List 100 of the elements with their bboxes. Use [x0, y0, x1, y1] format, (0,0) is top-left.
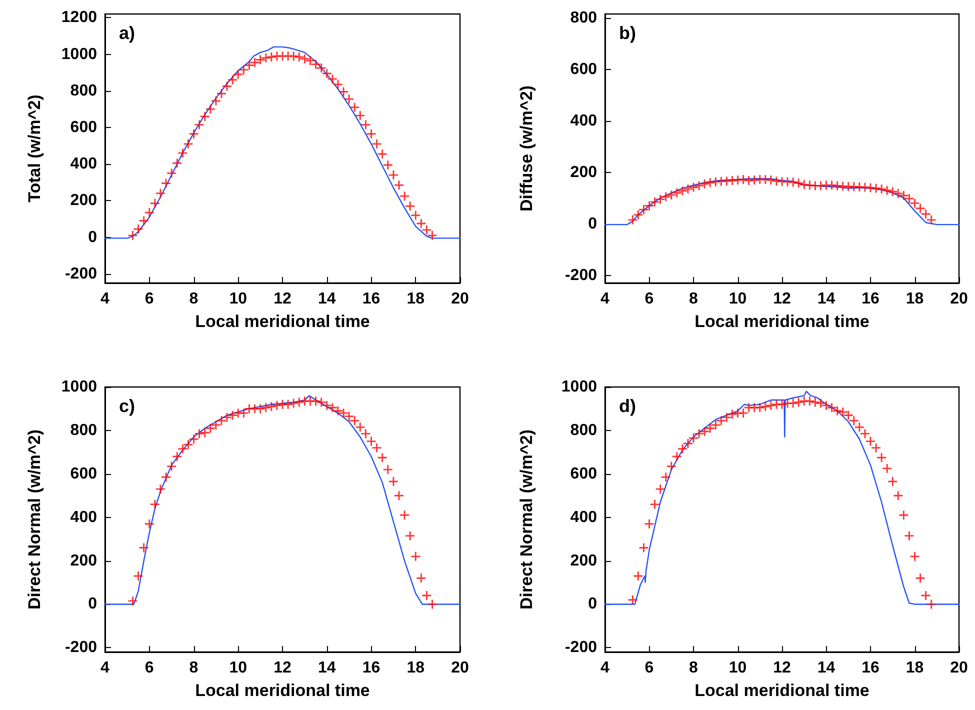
x-tick-label: 10	[229, 660, 248, 676]
x-tick-label: 4	[600, 290, 610, 308]
point	[333, 406, 342, 416]
x-axis-title: Local meridional time	[694, 312, 870, 331]
point	[678, 444, 687, 454]
y-tick-label: 800	[70, 422, 98, 439]
point	[361, 120, 370, 130]
x-tick-label: 16	[862, 290, 880, 308]
point	[184, 440, 193, 450]
point	[916, 574, 925, 583]
point	[184, 139, 193, 148]
point	[289, 398, 298, 408]
point	[416, 574, 426, 583]
x-tick-label: 10	[728, 660, 747, 676]
point	[894, 491, 903, 500]
x-tick-label: 16	[362, 660, 380, 676]
point	[904, 531, 914, 540]
point	[650, 197, 660, 206]
y-tick-label: 800	[570, 9, 598, 26]
line-series	[104, 395, 461, 605]
x-tick-label: 20	[451, 290, 469, 308]
x-tick-label: 4	[600, 660, 610, 676]
point	[882, 464, 892, 473]
point	[860, 429, 870, 438]
x-tick-label: 18	[406, 290, 425, 308]
point	[156, 484, 165, 494]
x-tick-label: 12	[773, 660, 791, 676]
x-tick-label: 18	[906, 290, 924, 308]
point	[656, 194, 665, 204]
point	[239, 65, 248, 74]
point	[378, 453, 387, 462]
point	[289, 52, 298, 61]
y-tick-label: 1000	[61, 46, 98, 63]
y-tick-label: 0	[588, 215, 598, 232]
point	[144, 519, 154, 528]
point	[172, 158, 182, 168]
x-tick-label: 20	[950, 290, 968, 308]
x-axis-title: Local meridional time	[195, 312, 370, 331]
point	[156, 188, 165, 198]
point	[844, 410, 853, 420]
annotation: a)	[119, 23, 136, 43]
point	[428, 600, 437, 609]
point	[716, 416, 726, 426]
point	[139, 216, 148, 226]
x-tick-label: 18	[906, 660, 924, 676]
point	[356, 111, 365, 120]
point	[882, 186, 892, 195]
point	[388, 170, 398, 180]
x-tick-label: 8	[689, 290, 698, 308]
point	[211, 96, 220, 106]
x-tick-label: 14	[318, 660, 336, 676]
point	[206, 104, 215, 114]
x-tick-label: 12	[274, 290, 292, 308]
point	[428, 230, 437, 240]
point	[178, 444, 188, 454]
point	[383, 465, 392, 474]
point	[634, 210, 643, 220]
point	[872, 443, 881, 452]
annotation: d)	[619, 396, 636, 416]
x-tick-label: 6	[644, 660, 654, 676]
point	[222, 412, 232, 422]
y-tick-label: 800	[570, 422, 598, 439]
point	[411, 210, 420, 220]
y-tick-label: 800	[70, 82, 98, 100]
point	[200, 428, 210, 438]
point	[316, 398, 326, 407]
point	[244, 60, 254, 70]
point	[628, 215, 638, 224]
point	[810, 398, 820, 407]
x-tick-label: 6	[144, 290, 154, 308]
x-tick-label: 16	[862, 660, 880, 676]
y-tick-label: 0	[88, 596, 98, 613]
y-tick-label: 600	[70, 118, 98, 136]
y-tick-label: 400	[570, 112, 598, 130]
y-tick-label: 400	[70, 156, 98, 173]
y-tick-label: -200	[64, 265, 98, 282]
point	[422, 225, 432, 234]
point	[788, 398, 798, 408]
x-tick-label: 20	[451, 660, 469, 676]
point	[661, 192, 670, 202]
y-axis-title: Diffuse (w/m^2)	[517, 85, 536, 212]
y-tick-label: -200	[64, 639, 98, 656]
point	[411, 552, 420, 561]
point	[256, 55, 265, 64]
point	[206, 424, 215, 433]
x-tick-label: 20	[950, 660, 968, 676]
point	[656, 484, 665, 494]
point	[328, 403, 337, 412]
point	[344, 94, 354, 104]
point	[827, 403, 836, 412]
point	[877, 453, 886, 462]
point	[666, 190, 676, 200]
point	[832, 406, 842, 416]
point	[766, 400, 776, 410]
point	[128, 230, 138, 240]
x-tick-label: 8	[189, 290, 198, 308]
point	[888, 187, 898, 196]
point	[261, 53, 270, 62]
point	[926, 600, 936, 609]
point	[794, 178, 804, 188]
